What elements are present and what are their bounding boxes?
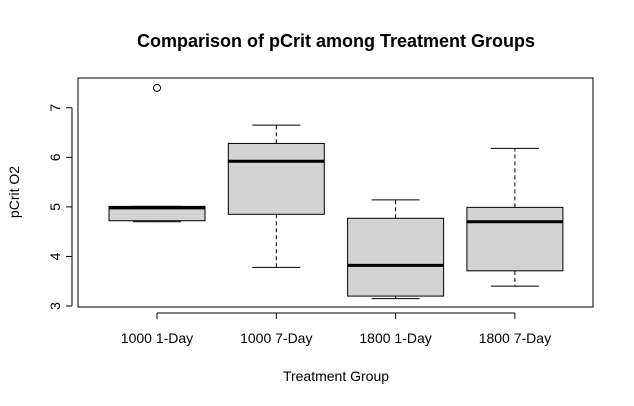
x-tick-label: 1800 7-Day <box>479 330 551 346</box>
x-axis: 1000 1-Day 1000 7-Day 1800 1-Day 1800 7-Day <box>121 312 551 346</box>
y-axis: 3 4 5 6 7 <box>47 104 73 310</box>
box-group <box>466 147 564 287</box>
x-axis-label: Treatment Group <box>283 368 389 384</box>
box-iqr <box>227 142 325 215</box>
y-tick-label: 6 <box>47 153 63 161</box>
x-tick-label: 1000 7-Day <box>240 330 312 346</box>
y-axis-label: pCrit O2 <box>6 166 22 218</box>
boxes-layer <box>108 83 564 300</box>
box-iqr <box>347 217 445 297</box>
box-group <box>347 199 445 300</box>
box-group <box>108 83 206 223</box>
x-tick-label: 1000 1-Day <box>121 330 193 346</box>
y-tick-label: 7 <box>47 104 63 112</box>
x-tick-label: 1800 1-Day <box>359 330 431 346</box>
box-group <box>227 124 325 268</box>
box-iqr <box>466 206 564 272</box>
y-tick-label: 4 <box>47 252 63 260</box>
y-tick-label: 5 <box>47 203 63 211</box>
y-tick-label: 3 <box>47 302 63 310</box>
chart-title: Comparison of pCrit among Treatment Grou… <box>137 31 535 51</box>
outlier-point <box>153 83 161 92</box>
plot-frame <box>77 77 594 308</box>
